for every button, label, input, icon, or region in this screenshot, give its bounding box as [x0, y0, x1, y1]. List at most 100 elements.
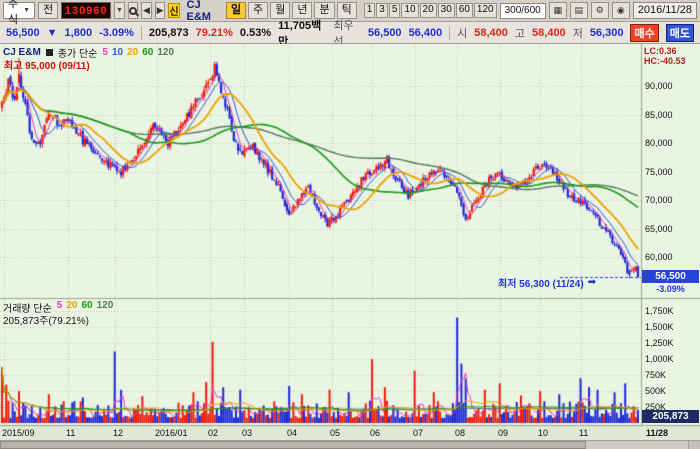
x-axis-tick: 06	[370, 428, 381, 438]
prev-stock-button[interactable]: ◀	[141, 2, 152, 19]
current-volume-box: 205,873	[642, 410, 699, 423]
best-bid: 56,400	[408, 26, 443, 39]
interval-button-3[interactable]: 3	[376, 3, 388, 18]
volume-ratio: 79.21%	[195, 26, 233, 39]
period-button-월[interactable]: 월	[270, 2, 291, 19]
volume-axis-tick: 1,500K	[645, 322, 674, 332]
chevron-left-icon: ◀	[143, 5, 150, 15]
ma-period-120: 120	[157, 47, 175, 58]
x-axis-tick: 08	[455, 428, 466, 438]
current-price-box: 56,500	[642, 270, 699, 283]
interval-button-20[interactable]: 20	[419, 3, 437, 18]
stock-code-input[interactable]	[61, 2, 112, 19]
code-dropdown-button[interactable]: ▼	[114, 2, 125, 19]
price-axis-tick: 60,000	[645, 252, 673, 262]
scrollbar-thumb[interactable]	[0, 441, 586, 449]
ma-period-60: 60	[142, 47, 154, 58]
quote-bar: 56,500 ▼ 1,800 -3.09% 205,873 79.21% 0.5…	[0, 20, 700, 48]
indicator-list-icon[interactable]: ▤	[569, 2, 588, 19]
legend-stock-name: CJ E&M	[3, 47, 41, 58]
credit-badge: 신	[168, 3, 180, 18]
chart-grid-icon[interactable]: ▦	[548, 2, 567, 19]
interval-button-1[interactable]: 1	[363, 3, 376, 18]
period-button-분[interactable]: 분	[314, 2, 335, 19]
candlestick-chart-canvas[interactable]	[0, 44, 700, 440]
x-axis-tick: 2015/09	[2, 428, 35, 438]
search-icon	[128, 6, 137, 15]
chart-date: 2016/11/28	[637, 4, 692, 16]
interval-button-60[interactable]: 60	[455, 3, 473, 18]
asset-type-select[interactable]: 주식 ▼	[3, 0, 36, 26]
jeon-button[interactable]: 전	[38, 2, 59, 19]
divider	[449, 25, 451, 40]
current-price: 56,500	[6, 26, 40, 39]
volume-axis-tick: 1,750K	[645, 306, 674, 316]
stock-search-button[interactable]	[127, 2, 139, 19]
x-axis-tick: 2016/01	[155, 428, 188, 438]
interval-button-5[interactable]: 5	[388, 3, 401, 18]
x-axis-tick: 05	[330, 428, 341, 438]
period-button-틱[interactable]: 틱	[336, 2, 357, 19]
chart-scrollbar[interactable]	[0, 440, 700, 449]
chart-date-picker[interactable]: 2016/11/28	[632, 2, 697, 19]
x-axis-tick: 11	[579, 428, 589, 438]
interval-button-10[interactable]: 10	[401, 3, 419, 18]
open-label: 시	[457, 27, 468, 40]
settings-gear-icon[interactable]: ⚙	[590, 2, 609, 19]
low-label: 저	[572, 27, 583, 40]
x-axis-tick: 12	[113, 428, 124, 438]
open-price: 58,400	[474, 26, 508, 39]
stock-name: CJ E&M	[186, 0, 211, 23]
volume-axis-tick: 1,000K	[645, 354, 674, 364]
price-change: 1,800	[64, 26, 93, 39]
high-label: 고	[514, 27, 526, 40]
period-button-년[interactable]: 년	[292, 2, 313, 19]
interval-button-30[interactable]: 30	[437, 3, 455, 18]
volume-axis-tick: 1,250K	[645, 338, 674, 348]
price-axis-tick: 70,000	[645, 195, 673, 205]
visible-bars-indicator: 300/600	[499, 2, 546, 19]
change-direction-icon: ▼	[46, 26, 58, 39]
price-chart-legend: CJ E&M 종가 단순 5 10 20 60 120	[3, 45, 178, 60]
current-price-pct: -3.09%	[656, 284, 685, 294]
volume-axis-tick: 250K	[645, 402, 667, 412]
price-ma-periods: 5 10 20 60 120	[102, 47, 178, 58]
volume-ma-label: 거래량 단순	[3, 304, 52, 315]
period-button-주[interactable]: 주	[248, 2, 269, 19]
toolbar-right-cluster: 300/600 ▦ ▤ ⚙ ◉ 2016/11/28	[499, 2, 697, 19]
period-high-annotation: 최고 95,000 (09/11)	[4, 61, 90, 72]
lc-indicator: LC:0.36	[644, 46, 677, 56]
best-quote-label: 최우선	[333, 19, 354, 48]
turnover-pct: 0.53%	[239, 26, 272, 39]
x-axis-tick: 02	[208, 428, 219, 438]
sell-button[interactable]: 매도	[665, 23, 694, 42]
interval-button-120[interactable]: 120	[473, 3, 497, 18]
ma-period-5: 5	[102, 47, 108, 58]
buy-button[interactable]: 매수	[630, 23, 659, 42]
volume-axis-tick: 750K	[645, 370, 667, 380]
price-axis-tick: 90,000	[645, 81, 673, 91]
interval-buttons: 1 3 5 10 20 30 60 120	[363, 3, 497, 18]
period-low-annotation: 최저 56,300 (11/24) ➡	[498, 275, 596, 290]
asset-type-label: 주식	[8, 0, 19, 26]
best-ask: 56,500	[367, 26, 402, 39]
price-axis-tick: 65,000	[645, 224, 673, 234]
price-change-pct: -3.09%	[99, 26, 134, 39]
volume-ma-periods: 5 20 60 120	[57, 300, 118, 315]
x-axis-tick: 04	[287, 428, 298, 438]
price-axis-tick: 80,000	[645, 138, 673, 148]
chevron-down-icon: ▼	[115, 7, 123, 14]
volume-chart-legend: 거래량 단순 5 20 60 120	[3, 300, 117, 315]
price-axis-tick: 75,000	[645, 167, 673, 177]
x-axis-tick: 10	[538, 428, 549, 438]
volume-axis-tick: 500K	[645, 386, 667, 396]
period-button-일[interactable]: 일	[225, 2, 247, 19]
high-price: 58,400	[532, 26, 566, 39]
ma-period-120: 120	[96, 300, 114, 311]
chart-area: CJ E&M 종가 단순 5 10 20 60 120 최고 95,000 (09/11…	[0, 44, 700, 440]
price-ma-label: 종가 단순	[57, 49, 98, 60]
crosshair-icon[interactable]: ◉	[611, 2, 630, 19]
price-axis-tick: 85,000	[645, 110, 673, 120]
next-stock-button[interactable]: ▶	[154, 2, 166, 19]
